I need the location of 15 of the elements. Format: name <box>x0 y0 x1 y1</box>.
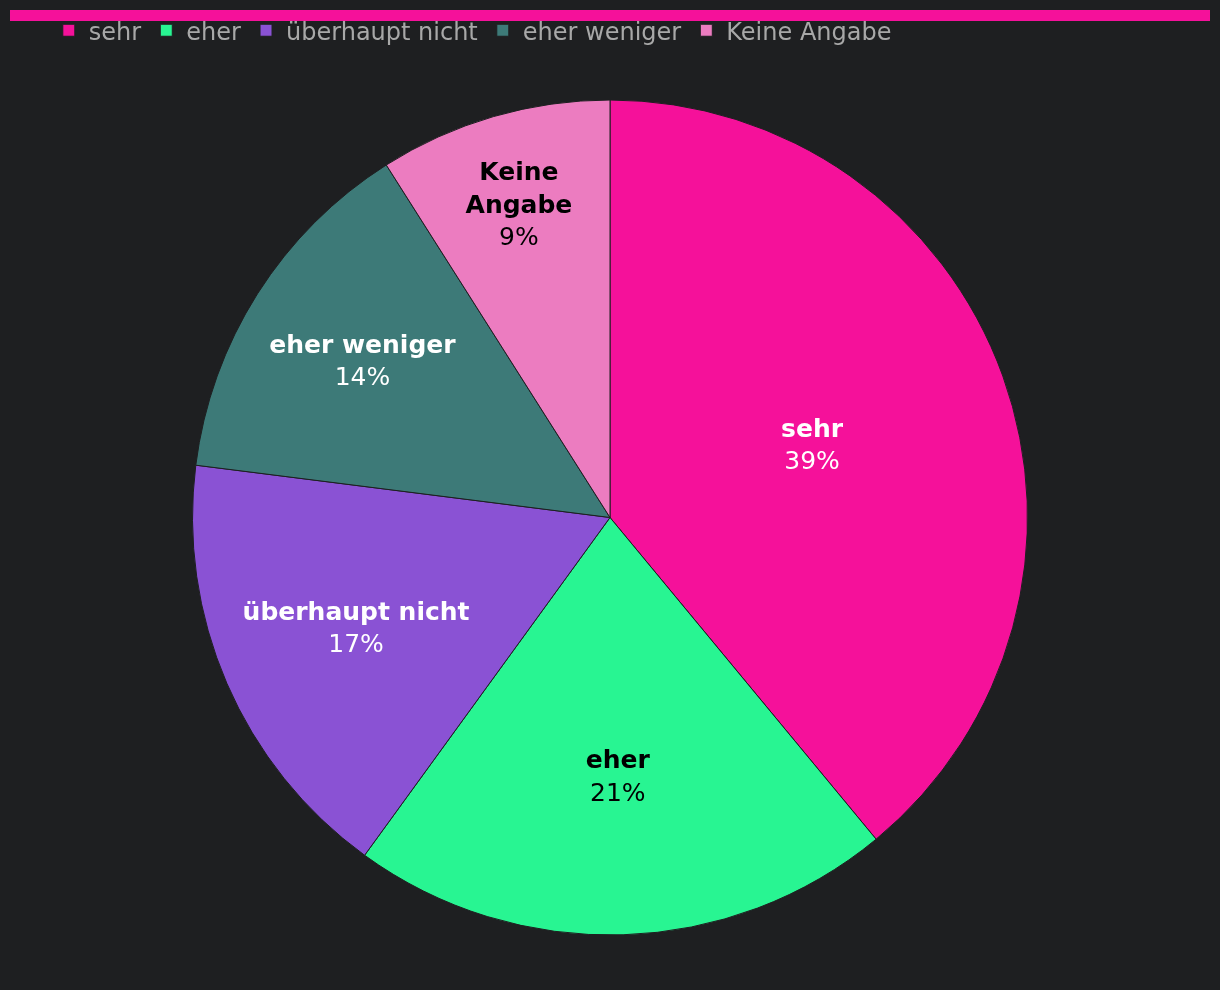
slice-label: sehr <box>781 413 844 443</box>
legend-label: überhaupt nicht <box>286 17 478 46</box>
slice-label: eher <box>585 745 651 775</box>
slice-label: eher weniger <box>269 329 457 359</box>
data-label: 9% <box>499 222 539 252</box>
data-label: 39% <box>784 446 840 476</box>
data-label: 17% <box>328 629 384 659</box>
data-label: 14% <box>334 362 391 392</box>
legend-label: sehr <box>88 17 142 46</box>
legend-label: eher weniger <box>522 17 682 46</box>
legend-label: Keine Angabe <box>726 17 892 46</box>
legend-label: eher <box>186 17 242 46</box>
slice-label: Keine Angabe <box>465 157 573 219</box>
data-label: 21% <box>590 777 646 807</box>
slice-label: überhaupt nicht <box>242 596 470 626</box>
